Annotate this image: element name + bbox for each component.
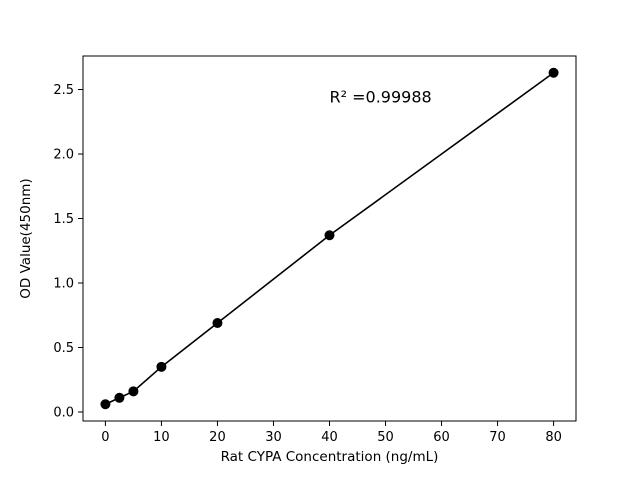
data-point — [114, 392, 125, 403]
r-squared-annotation: R² =0.99988 — [330, 87, 432, 106]
x-axis-tick-label: 30 — [265, 430, 282, 445]
x-axis-tick-label: 50 — [377, 430, 394, 445]
y-axis-tick-label: 2.0 — [53, 148, 74, 163]
data-point — [100, 399, 111, 410]
x-axis-tick-label: 60 — [433, 430, 450, 445]
data-point — [324, 230, 335, 241]
data-point — [548, 67, 559, 78]
x-axis-tick-label: 0 — [101, 430, 109, 445]
y-axis-label: OD Value(450nm) — [18, 178, 34, 298]
x-axis-label: Rat CYPA Concentration (ng/mL) — [221, 449, 439, 465]
y-axis-tick-label: 2.5 — [53, 83, 74, 98]
data-point — [212, 317, 223, 328]
x-axis-tick-label: 80 — [545, 430, 562, 445]
y-axis-tick-label: 0.5 — [53, 341, 74, 356]
x-axis-tick-label: 20 — [209, 430, 226, 445]
y-axis-tick-label: 0.0 — [53, 405, 74, 420]
x-axis-tick-label: 10 — [153, 430, 170, 445]
data-point — [128, 386, 139, 397]
y-axis-tick-label: 1.0 — [53, 276, 74, 291]
y-axis-tick-label: 1.5 — [53, 212, 74, 227]
x-axis-tick-label: 70 — [489, 430, 506, 445]
x-axis-tick-label: 40 — [321, 430, 338, 445]
data-point — [156, 361, 167, 372]
